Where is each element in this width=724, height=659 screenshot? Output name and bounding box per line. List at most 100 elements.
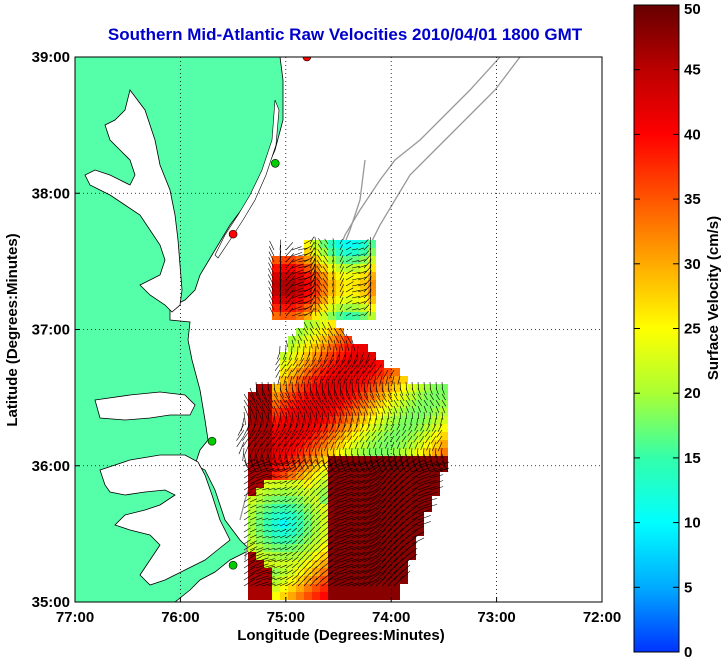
velocity-vector (297, 399, 305, 411)
velocity-vector (364, 369, 371, 381)
velocity-vector (441, 393, 446, 401)
velocity-cell (360, 448, 368, 456)
velocity-vector (279, 511, 286, 515)
velocity-vector (414, 423, 419, 431)
velocity-vector (327, 321, 333, 331)
velocity-vector (331, 417, 335, 429)
velocity-vector (306, 375, 311, 388)
velocity-cell (400, 456, 408, 464)
velocity-cell (296, 488, 304, 496)
velocity-vector (285, 479, 293, 485)
velocity-vector (261, 541, 270, 545)
velocity-cell (328, 384, 336, 392)
velocity-vector (304, 369, 311, 380)
velocity-vector (393, 479, 404, 491)
velocity-vector (345, 462, 360, 467)
velocity-cell (344, 352, 352, 360)
velocity-vector (243, 459, 251, 472)
velocity-cell (368, 496, 376, 504)
velocity-vector (357, 241, 364, 245)
velocity-vector (327, 339, 331, 350)
velocity-vector (249, 486, 258, 491)
velocity-cell (344, 560, 352, 568)
velocity-cell (256, 520, 264, 528)
velocity-vector (369, 566, 382, 575)
velocity-cell (344, 472, 352, 480)
velocity-vector (255, 575, 269, 581)
velocity-vector (243, 548, 256, 557)
velocity-cell (352, 552, 360, 560)
velocity-cell (344, 288, 352, 296)
velocity-vector (365, 429, 371, 437)
x-axis-label: Longitude (Degrees:Minutes) (237, 627, 445, 644)
velocity-vector (268, 268, 275, 281)
velocity-vector (315, 502, 322, 509)
velocity-vector (357, 485, 371, 491)
velocity-vector (315, 538, 322, 545)
velocity-vector (303, 555, 310, 563)
velocity-vector (347, 423, 353, 433)
velocity-vector (429, 399, 434, 407)
velocity-cell (384, 440, 392, 448)
velocity-cell (296, 264, 304, 272)
velocity-vector (339, 527, 354, 533)
velocity-vector (339, 297, 344, 305)
velocity-vector (357, 270, 367, 275)
velocity-vector (315, 333, 321, 342)
velocity-vector (297, 509, 303, 515)
velocity-cell (328, 560, 336, 568)
velocity-cell (392, 392, 400, 400)
velocity-cell (248, 392, 256, 400)
velocity-vector (369, 518, 382, 527)
velocity-vector (292, 369, 299, 380)
velocity-vector (267, 553, 276, 557)
velocity-vector (285, 301, 294, 311)
velocity-vector (273, 468, 285, 473)
velocity-cell (400, 384, 408, 392)
velocity-cell (400, 504, 408, 512)
velocity-vector (298, 357, 305, 367)
velocity-vector (291, 533, 298, 539)
velocity-vector (249, 393, 258, 406)
velocity-vector (321, 463, 333, 473)
velocity-vector (345, 258, 353, 263)
velocity-cell (336, 512, 344, 520)
velocity-vector (285, 510, 292, 515)
velocity-vector (327, 458, 340, 467)
velocity-vector (322, 271, 329, 281)
velocity-vector (317, 296, 323, 305)
velocity-vector (249, 546, 258, 551)
velocity-cell (352, 304, 360, 312)
velocity-cell (320, 568, 328, 576)
velocity-vector (333, 381, 336, 395)
velocity-vector (244, 441, 251, 455)
velocity-vector (327, 381, 330, 395)
velocity-cell (256, 544, 264, 552)
velocity-vector (292, 423, 299, 435)
radar-station-marker (228, 560, 238, 570)
velocity-vector (434, 417, 437, 426)
velocity-cell (336, 248, 344, 256)
velocity-vector (396, 441, 401, 449)
velocity-cell (320, 456, 328, 464)
velocity-cell (432, 440, 440, 448)
velocity-vector (289, 375, 293, 386)
velocity-cell (336, 584, 344, 592)
velocity-vector (314, 236, 317, 245)
velocity-vector (322, 423, 329, 434)
velocity-vector (303, 393, 311, 405)
velocity-vector (339, 238, 343, 245)
velocity-vector (321, 393, 329, 405)
velocity-vector (285, 557, 293, 563)
velocity-vector (369, 387, 375, 398)
velocity-vector (315, 560, 324, 569)
velocity-vector (441, 399, 447, 407)
velocity-vector (255, 535, 263, 539)
colorbar-bar (633, 4, 680, 653)
velocity-cell (392, 416, 400, 424)
velocity-cell (360, 416, 368, 424)
velocity-vector (309, 526, 316, 533)
velocity-vector (291, 387, 297, 399)
velocity-cell (248, 552, 256, 560)
